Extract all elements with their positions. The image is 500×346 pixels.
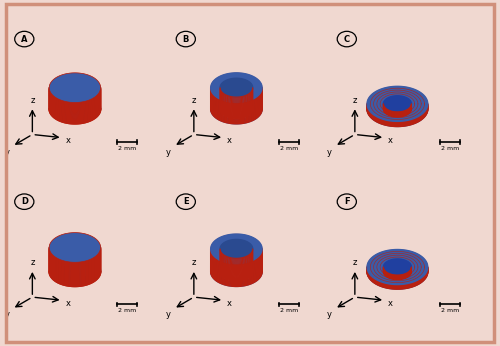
Polygon shape: [220, 88, 252, 118]
Polygon shape: [49, 247, 100, 286]
Polygon shape: [220, 100, 252, 118]
Text: D: D: [21, 197, 28, 206]
Text: y: y: [327, 148, 332, 157]
Text: x: x: [66, 299, 70, 308]
Text: B: B: [182, 35, 189, 44]
Text: E: E: [183, 197, 188, 206]
Text: y: y: [166, 148, 171, 157]
Polygon shape: [220, 78, 252, 97]
Polygon shape: [210, 73, 262, 102]
Polygon shape: [49, 247, 100, 286]
Polygon shape: [384, 104, 411, 117]
Text: z: z: [192, 258, 196, 267]
Polygon shape: [49, 88, 100, 124]
Polygon shape: [367, 104, 428, 126]
Polygon shape: [210, 249, 262, 286]
Polygon shape: [220, 262, 252, 281]
Polygon shape: [367, 86, 428, 121]
Polygon shape: [49, 73, 100, 102]
Polygon shape: [367, 91, 428, 127]
Polygon shape: [384, 259, 411, 275]
Text: 2 mm: 2 mm: [280, 146, 298, 151]
Polygon shape: [367, 249, 428, 284]
Polygon shape: [367, 254, 428, 289]
Text: z: z: [30, 258, 34, 267]
Text: y: y: [327, 310, 332, 319]
Text: y: y: [166, 310, 171, 319]
Text: 2 mm: 2 mm: [280, 308, 298, 313]
Polygon shape: [367, 267, 428, 289]
Text: A: A: [21, 35, 28, 44]
Text: 2 mm: 2 mm: [441, 146, 459, 151]
Polygon shape: [210, 234, 262, 264]
Text: 2 mm: 2 mm: [118, 308, 136, 313]
Text: z: z: [192, 96, 196, 105]
Polygon shape: [384, 96, 411, 112]
Polygon shape: [220, 239, 252, 258]
Polygon shape: [384, 259, 411, 275]
Polygon shape: [384, 96, 411, 112]
Polygon shape: [220, 239, 252, 258]
Polygon shape: [49, 88, 100, 124]
Text: x: x: [227, 136, 232, 145]
Text: x: x: [66, 136, 70, 145]
Text: z: z: [352, 96, 357, 105]
Text: z: z: [352, 258, 357, 267]
Text: y: y: [4, 148, 10, 157]
Text: x: x: [227, 299, 232, 308]
Polygon shape: [384, 264, 411, 280]
Polygon shape: [49, 247, 100, 286]
Text: x: x: [388, 136, 393, 145]
Polygon shape: [384, 101, 411, 117]
Polygon shape: [384, 267, 411, 280]
Polygon shape: [220, 78, 252, 97]
Polygon shape: [49, 88, 100, 124]
Text: 2 mm: 2 mm: [118, 146, 136, 151]
Polygon shape: [210, 88, 262, 124]
Text: 2 mm: 2 mm: [441, 308, 459, 313]
Polygon shape: [210, 234, 262, 272]
Polygon shape: [220, 249, 252, 281]
Text: C: C: [344, 35, 350, 44]
Polygon shape: [49, 233, 100, 262]
Text: y: y: [4, 310, 10, 319]
Text: x: x: [388, 299, 393, 308]
Polygon shape: [210, 73, 262, 109]
Text: z: z: [30, 96, 34, 105]
Polygon shape: [210, 257, 262, 286]
Text: F: F: [344, 197, 350, 206]
Polygon shape: [210, 94, 262, 124]
